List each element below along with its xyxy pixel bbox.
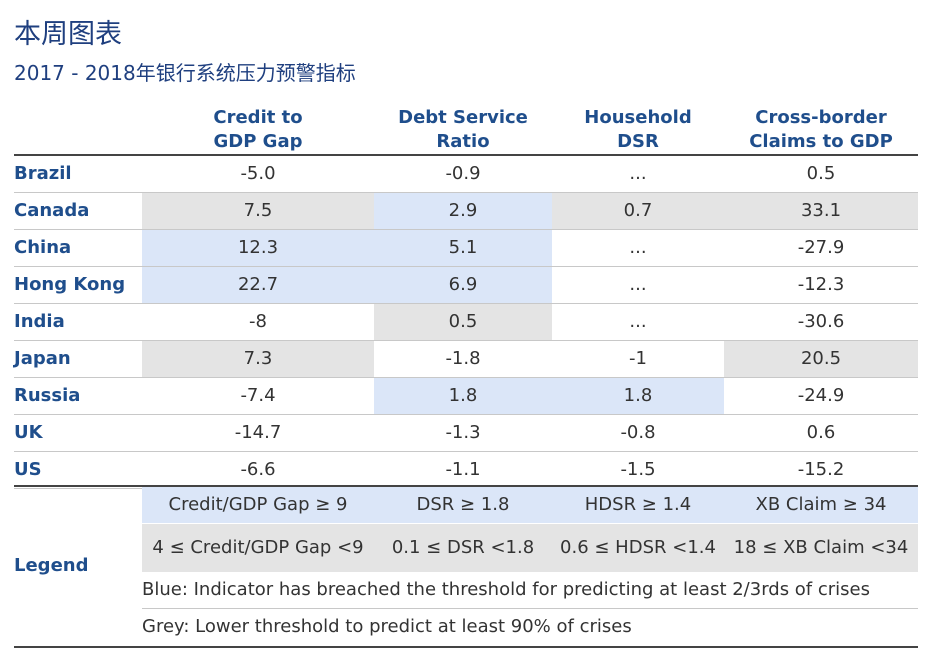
header-line: Household: [584, 107, 692, 128]
table-row: Japan 7.3 -1.8 -1 20.5: [14, 341, 918, 378]
legend-blue-xb-claim: XB Claim ≥ 34: [724, 487, 918, 523]
header-debt-service: Debt Service Ratio: [374, 106, 552, 154]
country-label: Hong Kong: [14, 274, 126, 295]
country-label: China: [14, 237, 72, 258]
cell-household-dsr: -1: [629, 348, 647, 369]
cell-credit-gap: 22.7: [142, 267, 374, 303]
header-cross-border: Cross-border Claims to GDP: [724, 106, 918, 154]
legend-divider: [14, 485, 918, 487]
cell-credit-gap: -14.7: [234, 422, 282, 443]
header-line: Credit to: [213, 107, 303, 128]
cell-dsr: 6.9: [374, 267, 552, 303]
row-divider: [14, 229, 918, 230]
cell-credit-gap: -5.0: [240, 163, 276, 184]
cell-dsr: 0.5: [374, 304, 552, 340]
page-title: 本周图表: [14, 19, 122, 50]
cell-credit-gap: 7.5: [142, 193, 374, 229]
cell-credit-gap: 7.3: [142, 341, 374, 377]
cell-dsr: -1.3: [445, 422, 481, 443]
cell-household-dsr: 1.8: [552, 378, 724, 414]
cell-cross-border: -15.2: [797, 459, 845, 480]
header-credit-gap: Credit to GDP Gap: [142, 106, 374, 154]
cell-household-dsr: -0.8: [620, 422, 656, 443]
row-divider: [14, 266, 918, 267]
legend-blue-dsr: DSR ≥ 1.8: [374, 487, 552, 523]
cell-dsr: -1.1: [445, 459, 481, 480]
legend-grey-note: Grey: Lower threshold to predict at leas…: [142, 616, 632, 637]
cell-dsr: -0.9: [445, 163, 481, 184]
legend-grey-hdsr: 0.6 ≤ HDSR <1.4: [552, 524, 724, 572]
row-divider: [14, 451, 918, 452]
cell-household-dsr: ...: [629, 311, 647, 332]
cell-household-dsr: -1.5: [620, 459, 656, 480]
cell-household-dsr: ...: [629, 163, 647, 184]
header-line: DSR: [617, 131, 659, 152]
table-row: UK -14.7 -1.3 -0.8 0.6: [14, 415, 918, 452]
legend-gap: [142, 523, 918, 524]
header-divider: [14, 154, 918, 156]
cell-cross-border: -27.9: [797, 237, 845, 258]
header-line: Debt Service: [398, 107, 528, 128]
row-divider: [14, 377, 918, 378]
legend-grey-credit-gap: 4 ≤ Credit/GDP Gap <9: [142, 524, 374, 572]
country-label: US: [14, 459, 42, 480]
cell-cross-border: 0.5: [806, 163, 836, 184]
header-household-dsr: Household DSR: [552, 106, 724, 154]
country-label: Brazil: [14, 163, 72, 184]
cell-cross-border: -24.9: [797, 385, 845, 406]
table-bottom-border: [14, 646, 918, 648]
row-divider: [14, 414, 918, 415]
cell-household-dsr: ...: [629, 274, 647, 295]
cell-credit-gap: -8: [249, 311, 267, 332]
legend-blue-hdsr: HDSR ≥ 1.4: [552, 487, 724, 523]
cell-cross-border: 20.5: [724, 341, 918, 377]
table-row: China 12.3 5.1 ... -27.9: [14, 230, 918, 267]
cell-dsr: -1.8: [445, 348, 481, 369]
legend-grey-dsr: 0.1 ≤ DSR <1.8: [374, 524, 552, 572]
country-label: Russia: [14, 385, 81, 406]
table-row: India -8 0.5 ... -30.6: [14, 304, 918, 341]
legend-label: Legend: [14, 555, 89, 576]
cell-credit-gap: 12.3: [142, 230, 374, 266]
country-label: India: [14, 311, 65, 332]
table-row: Brazil -5.0 -0.9 ... 0.5: [14, 156, 918, 193]
cell-household-dsr: 0.7: [552, 193, 724, 229]
cell-dsr: 1.8: [374, 378, 552, 414]
header-line: Cross-border: [755, 107, 887, 128]
legend-blue-credit-gap: Credit/GDP Gap ≥ 9: [142, 487, 374, 523]
table-row: Canada 7.5 2.9 0.7 33.1: [14, 193, 918, 230]
cell-cross-border: 33.1: [724, 193, 918, 229]
row-divider: [14, 303, 918, 304]
page-subtitle: 2017 - 2018年银行系统压力预警指标: [14, 61, 356, 85]
country-label: Japan: [14, 348, 71, 369]
cell-cross-border: -30.6: [797, 311, 845, 332]
cell-dsr: 5.1: [374, 230, 552, 266]
table-row: Hong Kong 22.7 6.9 ... -12.3: [14, 267, 918, 304]
table-row: Russia -7.4 1.8 1.8 -24.9: [14, 378, 918, 415]
cell-cross-border: -12.3: [797, 274, 845, 295]
country-label: Canada: [14, 200, 90, 221]
header-line: Claims to GDP: [749, 131, 893, 152]
cell-household-dsr: ...: [629, 237, 647, 258]
cell-credit-gap: -6.6: [240, 459, 276, 480]
cell-credit-gap: -7.4: [240, 385, 276, 406]
legend-grey-xb-claim: 18 ≤ XB Claim <34: [724, 524, 918, 572]
cell-dsr: 2.9: [374, 193, 552, 229]
header-line: Ratio: [436, 131, 490, 152]
legend-note-divider: [142, 608, 918, 609]
country-label: UK: [14, 422, 43, 443]
table-row: US -6.6 -1.1 -1.5 -15.2: [14, 452, 918, 489]
legend-blue-note: Blue: Indicator has breached the thresho…: [142, 579, 870, 600]
header-line: GDP Gap: [213, 131, 303, 152]
row-divider: [14, 192, 918, 193]
cell-cross-border: 0.6: [806, 422, 836, 443]
row-divider: [14, 340, 918, 341]
